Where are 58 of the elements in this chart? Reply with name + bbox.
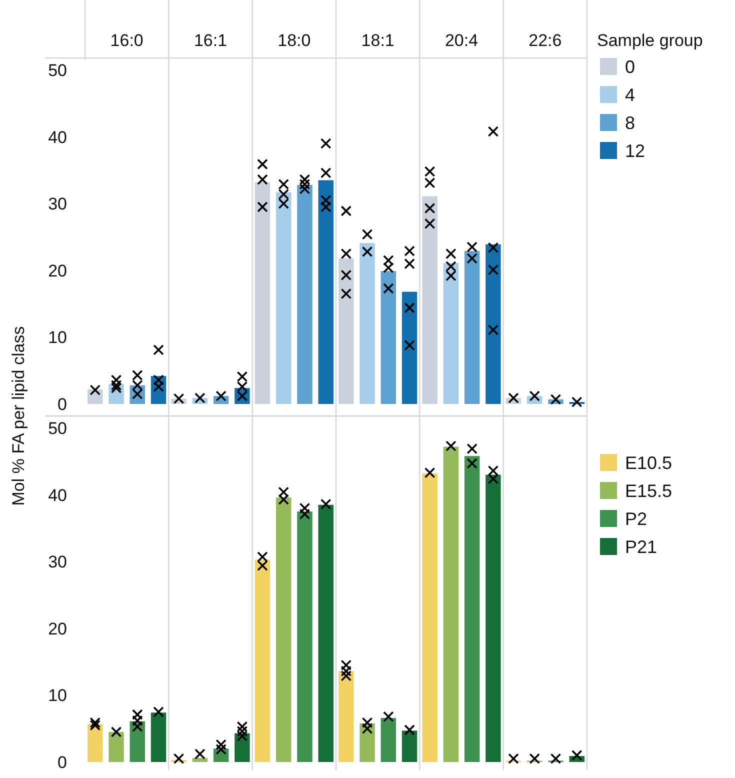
bar bbox=[338, 258, 354, 404]
bar bbox=[254, 560, 270, 762]
bar bbox=[464, 456, 480, 762]
bar bbox=[402, 730, 418, 762]
bar bbox=[318, 180, 334, 404]
bar bbox=[486, 244, 501, 404]
legend-label: E10.5 bbox=[625, 452, 672, 473]
y-tick-label: 20 bbox=[48, 261, 67, 280]
x-tick-label: 22:6 bbox=[528, 31, 562, 50]
x-tick-label: 16:0 bbox=[110, 31, 144, 50]
legend-label: E15.5 bbox=[625, 480, 672, 501]
y-axis-title: Mol % FA per lipid class bbox=[9, 326, 28, 506]
y-tick-label: 0 bbox=[58, 394, 67, 414]
y-tick-label: 10 bbox=[48, 328, 67, 348]
y-tick-label: 30 bbox=[48, 552, 67, 572]
bar bbox=[422, 473, 438, 762]
bar bbox=[192, 758, 208, 762]
legend-label: P21 bbox=[625, 536, 658, 557]
x-tick-label: 18:0 bbox=[278, 31, 311, 50]
bar bbox=[130, 721, 146, 762]
bar bbox=[360, 723, 375, 762]
y-tick-label: 0 bbox=[58, 752, 67, 772]
legend-label: P2 bbox=[625, 508, 648, 529]
bar bbox=[318, 504, 334, 762]
bar bbox=[380, 271, 396, 404]
bar bbox=[338, 671, 354, 762]
bar bbox=[108, 732, 124, 762]
bar bbox=[297, 184, 312, 404]
legend-title: Sample group bbox=[597, 31, 703, 50]
y-tick-label: 40 bbox=[48, 486, 67, 505]
bar bbox=[422, 196, 438, 404]
bar bbox=[360, 243, 375, 404]
bar bbox=[443, 446, 459, 762]
bar bbox=[254, 182, 270, 404]
bar bbox=[234, 733, 250, 762]
bar bbox=[380, 718, 396, 762]
bar bbox=[276, 192, 292, 404]
y-tick-label: 50 bbox=[48, 60, 67, 80]
y-tick-label: 50 bbox=[48, 418, 67, 438]
y-tick-label: 40 bbox=[48, 128, 67, 147]
x-tick-label: 16:1 bbox=[194, 31, 228, 50]
x-tick-label: 18:1 bbox=[361, 31, 394, 50]
legend-label: 4 bbox=[625, 84, 636, 105]
y-tick-label: 20 bbox=[48, 619, 67, 638]
legend-label: 0 bbox=[625, 56, 636, 77]
bar bbox=[402, 292, 418, 404]
legend-label: 8 bbox=[625, 112, 636, 133]
bar bbox=[150, 712, 166, 762]
bar bbox=[88, 724, 103, 762]
bar bbox=[443, 263, 459, 404]
bar bbox=[464, 251, 480, 404]
x-tick-label: 20:4 bbox=[444, 31, 478, 50]
bar bbox=[297, 512, 312, 762]
y-tick-label: 10 bbox=[48, 686, 67, 706]
bar bbox=[486, 474, 501, 762]
y-tick-label: 30 bbox=[48, 194, 67, 214]
bar bbox=[276, 497, 292, 762]
legend-label: 12 bbox=[625, 140, 646, 161]
